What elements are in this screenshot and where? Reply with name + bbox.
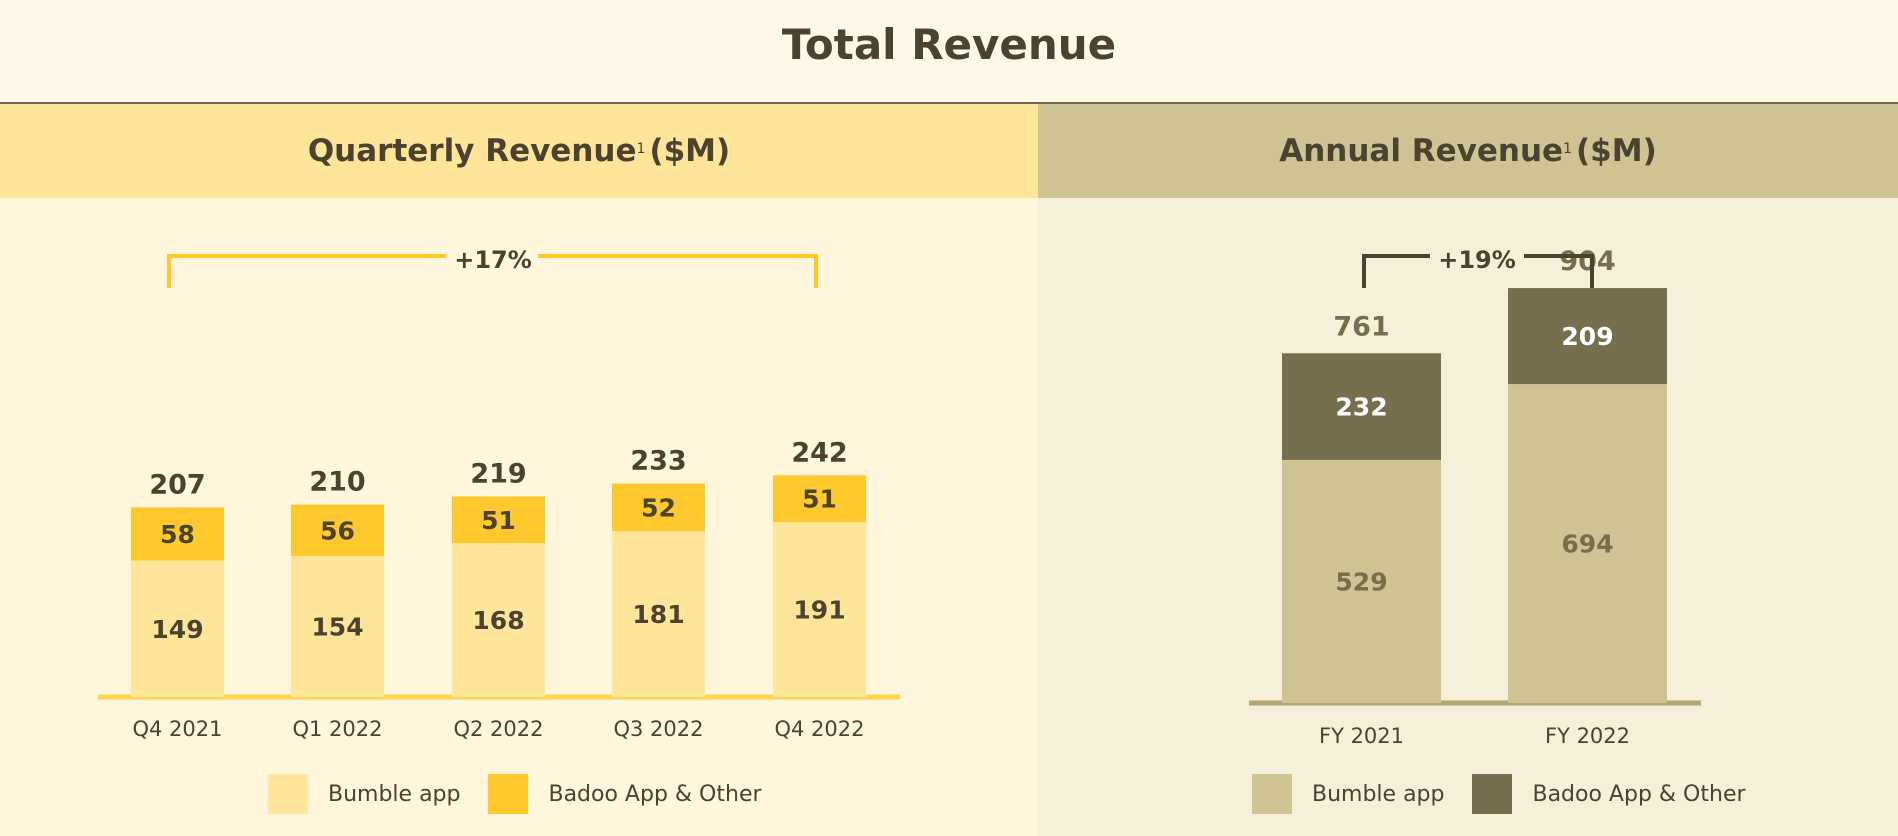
x-tick-4: Q4 2022: [774, 717, 864, 741]
x-tick-0: Q4 2021: [132, 717, 222, 741]
annual-bracket-right: [1524, 254, 1594, 288]
legend-swatch-badoo-annual: [1472, 774, 1513, 814]
annual-bar-bumble-1: [1508, 384, 1667, 703]
annual-x-tick-0: FY 2021: [1319, 724, 1404, 748]
annual-x-tick-1: FY 2022: [1545, 724, 1630, 748]
x-tick-3: Q3 2022: [613, 717, 703, 741]
annual-footnote-mark: 1: [1563, 141, 1572, 157]
legend-swatch-bumble-annual: [1252, 774, 1292, 814]
annual-label-badoo-0: 232: [1335, 393, 1387, 422]
page-title: Total Revenue: [781, 20, 1117, 69]
bar-badoo-1: [291, 504, 384, 556]
legend-item-badoo-annual: Badoo App & Other: [1472, 774, 1746, 814]
annual-panel: Annual Revenue 1 ($M) Bumble app Badoo App…: [1038, 104, 1898, 836]
bar-label-bumble-3: 181: [632, 600, 684, 629]
bar-label-badoo-2: 51: [481, 506, 516, 535]
growth-bracket-left: [167, 254, 446, 288]
legend-item-badoo: Badoo App & Other: [488, 774, 762, 814]
bar-total-1: 210: [309, 467, 365, 498]
annual-label-bumble-0: 529: [1335, 567, 1387, 596]
bar-badoo-3: [612, 483, 705, 532]
quarterly-heading-text: Quarterly Revenue: [307, 133, 637, 169]
quarterly-unit: ($M): [649, 133, 731, 169]
legend-label-bumble: Bumble app: [328, 781, 461, 807]
annual-bar-bumble-0: [1282, 459, 1441, 703]
bar-bumble-1: [291, 555, 384, 697]
bar-badoo-0: [131, 507, 224, 561]
x-tick-1: Q1 2022: [292, 717, 382, 741]
annual-bar-badoo-0: [1282, 353, 1441, 460]
header-bar: Total Revenue: [0, 0, 1898, 104]
quarterly-heading: Quarterly Revenue 1 ($M): [0, 104, 1038, 198]
legend-swatch-badoo: [488, 774, 529, 814]
bar-bumble-2: [452, 543, 545, 697]
bar-bumble-3: [612, 531, 705, 697]
annual-growth-label: +19%: [1438, 246, 1516, 274]
annual-legend: Bumble app Badoo App & Other: [1252, 774, 1774, 814]
legend-item-bumble-annual: Bumble app: [1252, 774, 1444, 814]
annual-total-0: 761: [1333, 311, 1389, 342]
bar-label-badoo-0: 58: [160, 520, 195, 549]
annual-unit: ($M): [1576, 133, 1657, 169]
bar-bumble-0: [131, 560, 224, 697]
growth-label: +17%: [454, 246, 532, 274]
x-tick-2: Q2 2022: [453, 717, 543, 741]
legend-label-badoo-annual: Badoo App & Other: [1532, 781, 1746, 807]
quarterly-footnote-mark: 1: [636, 141, 646, 157]
annual-bar-badoo-1: [1508, 288, 1667, 385]
legend-item-bumble: Bumble app: [268, 774, 460, 814]
legend-label-badoo: Badoo App & Other: [548, 781, 762, 807]
annual-heading-text: Annual Revenue: [1279, 133, 1564, 169]
bar-bumble-4: [773, 522, 866, 697]
bar-label-bumble-1: 154: [311, 612, 363, 641]
bar-label-bumble-2: 168: [472, 606, 524, 635]
bar-total-4: 242: [791, 437, 847, 468]
legend-swatch-bumble: [268, 774, 308, 814]
quarterly-panel: Quarterly Revenue 1 ($M) Bumble app Badoo …: [0, 104, 1038, 836]
bar-label-badoo-3: 52: [641, 493, 676, 522]
annual-total-1: 904: [1559, 246, 1615, 277]
annual-heading: Annual Revenue 1 ($M): [1038, 104, 1898, 198]
quarterly-legend: Bumble app Badoo App & Other: [268, 774, 790, 814]
annual-bracket-left: [1362, 254, 1430, 288]
bar-label-badoo-4: 51: [802, 485, 837, 514]
growth-bracket-right: [538, 254, 818, 288]
bar-total-0: 207: [149, 469, 205, 500]
bar-label-bumble-4: 191: [793, 596, 845, 625]
bar-badoo-4: [773, 475, 866, 523]
bar-label-bumble-0: 149: [151, 615, 203, 644]
bar-total-3: 233: [630, 446, 686, 477]
bar-total-2: 219: [470, 458, 526, 489]
annual-label-badoo-1: 209: [1561, 322, 1613, 351]
bar-label-badoo-1: 56: [320, 516, 355, 545]
legend-label-bumble-annual: Bumble app: [1312, 781, 1445, 807]
annual-label-bumble-1: 694: [1561, 530, 1613, 559]
bar-badoo-2: [452, 496, 545, 544]
